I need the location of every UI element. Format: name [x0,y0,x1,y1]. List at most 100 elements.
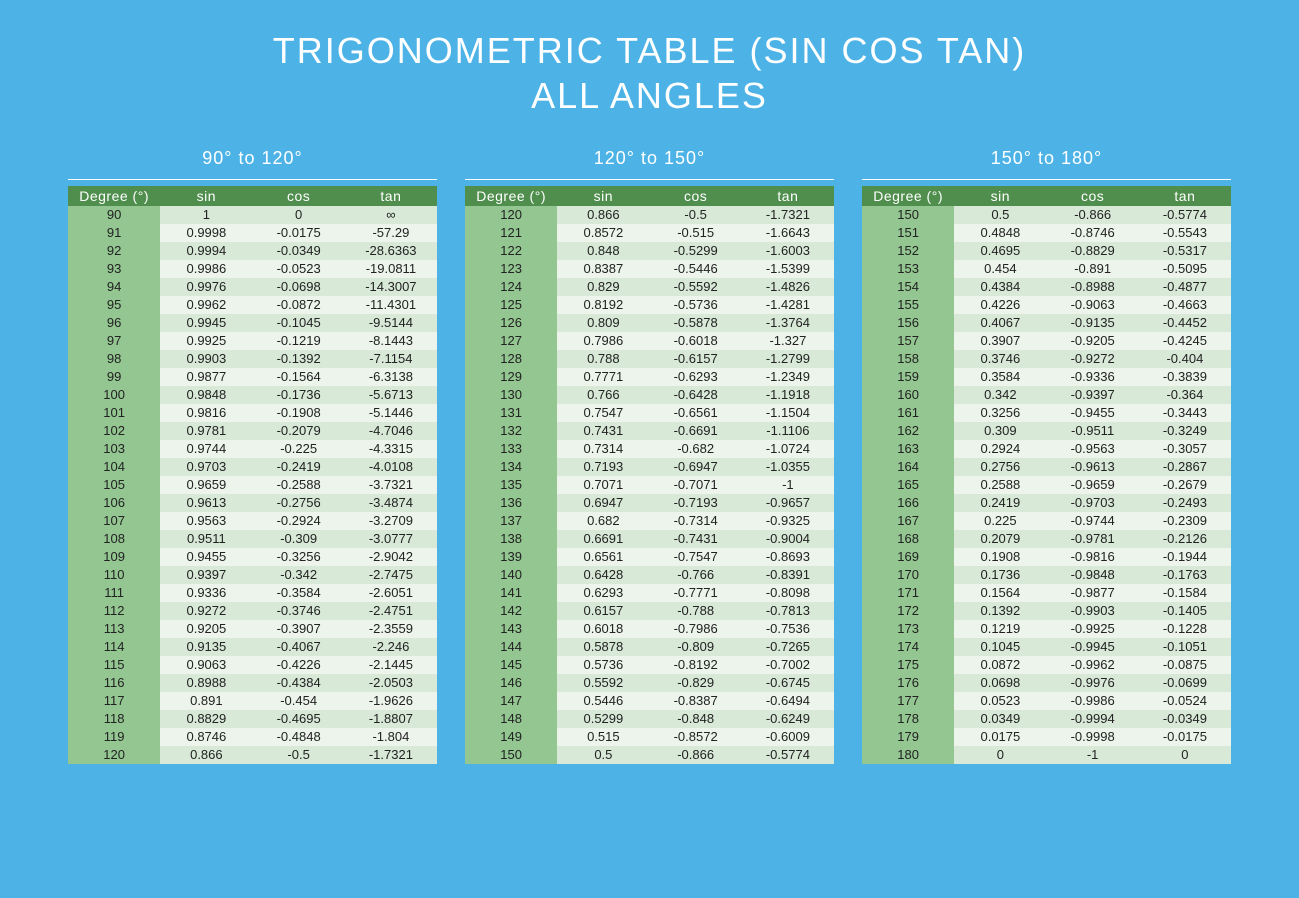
cell-deg: 135 [465,476,557,494]
cell-cos: -0.454 [253,692,345,710]
page-title: TRIGONOMETRIC TABLE (SIN COS TAN) ALL AN… [0,0,1299,118]
cell-cos: -0.1736 [253,386,345,404]
cell-tan: -0.7813 [742,602,834,620]
table-row: 9010∞ [68,206,437,224]
cell-tan: -1.3764 [742,314,834,332]
cell-cos: -0.866 [650,746,742,764]
cell-sin: 0.6561 [557,548,649,566]
table-row: 1010.9816-0.1908-5.1446 [68,404,437,422]
cell-sin: 0.3256 [954,404,1046,422]
cell-tan: -0.6249 [742,710,834,728]
cell-tan: -0.4245 [1139,332,1231,350]
cell-tan: -4.3315 [345,440,437,458]
cell-tan: -6.3138 [345,368,437,386]
table-row: 1640.2756-0.9613-0.2867 [862,458,1231,476]
cell-deg: 141 [465,584,557,602]
table-row: 1200.866-0.5-1.7321 [68,746,437,764]
cell-tan: -3.2709 [345,512,437,530]
cell-tan: -0.6009 [742,728,834,746]
cell-cos: -0.4226 [253,656,345,674]
table-row: 1520.4695-0.8829-0.5317 [862,242,1231,260]
cell-sin: 0.0349 [954,710,1046,728]
cell-tan: -0.1405 [1139,602,1231,620]
cell-sin: 0.2079 [954,530,1046,548]
cell-sin: 0.866 [557,206,649,224]
table-row: 1210.8572-0.515-1.6643 [465,224,834,242]
cell-cos: -0.2588 [253,476,345,494]
cell-deg: 92 [68,242,160,260]
table-row: 1800-10 [862,746,1231,764]
cell-tan: -1 [742,476,834,494]
table-row: 1030.9744-0.225-4.3315 [68,440,437,458]
cell-sin: 0.8829 [160,710,252,728]
cell-sin: 0.3584 [954,368,1046,386]
cell-cos: -0.5736 [650,296,742,314]
cell-deg: 156 [862,314,954,332]
cell-tan: -0.1584 [1139,584,1231,602]
cell-deg: 164 [862,458,954,476]
trig-table: Degree (°)sincostan1500.5-0.866-0.577415… [862,179,1231,764]
table-row: 1690.1908-0.9816-0.1944 [862,548,1231,566]
cell-tan: -0.8391 [742,566,834,584]
cell-tan: -4.7046 [345,422,437,440]
cell-tan: -1.6643 [742,224,834,242]
cell-tan: -0.5774 [1139,206,1231,224]
cell-cos: -0.9659 [1047,476,1139,494]
table-row: 1190.8746-0.4848-1.804 [68,728,437,746]
cell-cos: -0.9336 [1047,368,1139,386]
table-row: 1730.1219-0.9925-0.1228 [862,620,1231,638]
cell-sin: 0.9336 [160,584,252,602]
cell-sin: 0.9511 [160,530,252,548]
cell-cos: -0.5 [253,746,345,764]
cell-deg: 100 [68,386,160,404]
cell-tan: -0.0699 [1139,674,1231,692]
cell-sin: 0.682 [557,512,649,530]
cell-tan: -0.9325 [742,512,834,530]
table-row: 1750.0872-0.9962-0.0875 [862,656,1231,674]
table-row: 1380.6691-0.7431-0.9004 [465,530,834,548]
cell-cos: -0.9962 [1047,656,1139,674]
cell-cos: -0.342 [253,566,345,584]
cell-tan: -9.5144 [345,314,437,332]
cell-cos: -0.1219 [253,332,345,350]
col-header-cos: cos [253,186,345,206]
cell-sin: 0.829 [557,278,649,296]
cell-deg: 93 [68,260,160,278]
cell-cos: -0.9563 [1047,440,1139,458]
table-row: 1160.8988-0.4384-2.0503 [68,674,437,692]
cell-sin: 0.9945 [160,314,252,332]
cell-cos: -0.7071 [650,476,742,494]
cell-cos: -0.6691 [650,422,742,440]
cell-deg: 167 [862,512,954,530]
cell-deg: 142 [465,602,557,620]
cell-cos: -0.5592 [650,278,742,296]
cell-deg: 157 [862,332,954,350]
cell-cos: -0.9455 [1047,404,1139,422]
table-row: 1150.9063-0.4226-2.1445 [68,656,437,674]
cell-sin: 0.9205 [160,620,252,638]
cell-sin: 0.9781 [160,422,252,440]
cell-sin: 0.5299 [557,710,649,728]
cell-sin: 0.9703 [160,458,252,476]
table-row: 960.9945-0.1045-9.5144 [68,314,437,332]
cell-sin: 0.1045 [954,638,1046,656]
cell-sin: 0.7986 [557,332,649,350]
cell-cos: -0.1045 [253,314,345,332]
cell-cos: -0.7547 [650,548,742,566]
table-row: 1650.2588-0.9659-0.2679 [862,476,1231,494]
cell-sin: 0.5446 [557,692,649,710]
table-row: 1740.1045-0.9945-0.1051 [862,638,1231,656]
cell-tan: -0.6494 [742,692,834,710]
col-header-tan: tan [1139,186,1231,206]
cell-sin: 0.9455 [160,548,252,566]
cell-cos: -0.0349 [253,242,345,260]
cell-sin: 0.9976 [160,278,252,296]
cell-tan: -0.1051 [1139,638,1231,656]
cell-deg: 101 [68,404,160,422]
cell-sin: 0.1392 [954,602,1046,620]
cell-tan: -0.0349 [1139,710,1231,728]
cell-cos: -0.682 [650,440,742,458]
cell-sin: 0.9848 [160,386,252,404]
cell-sin: 0.848 [557,242,649,260]
cell-deg: 170 [862,566,954,584]
